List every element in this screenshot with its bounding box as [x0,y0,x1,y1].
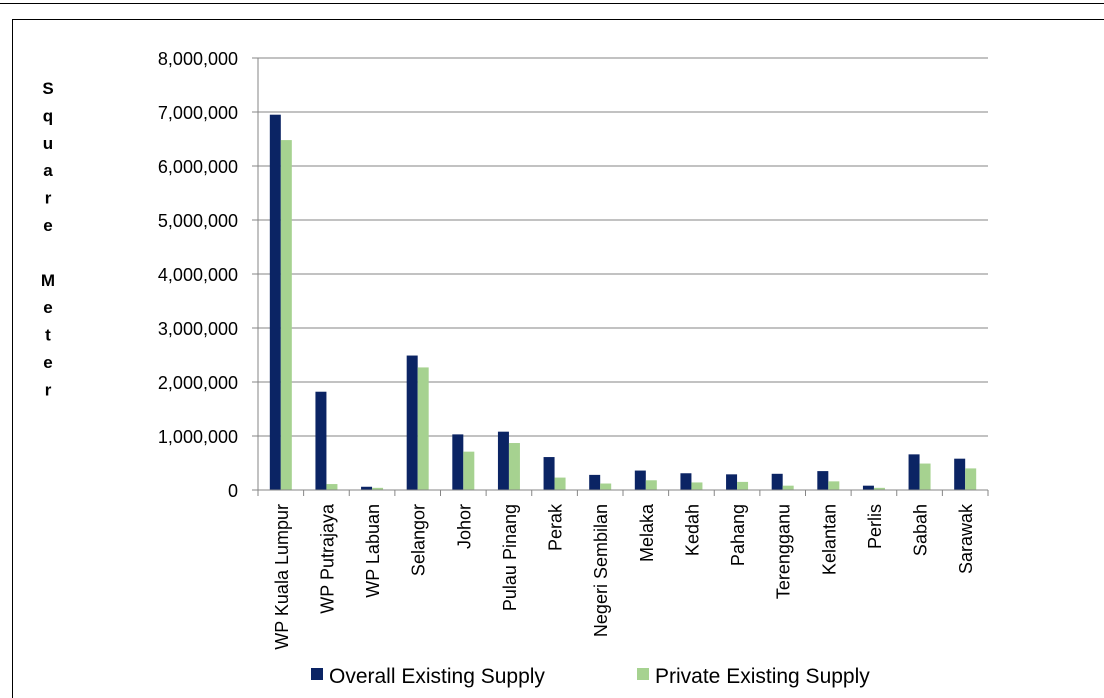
bar-overall [817,471,829,490]
bars [269,114,977,490]
bar-private [828,481,840,490]
y-tick-label: 2,000,000 [158,373,238,393]
y-tick-label: 0 [228,481,238,501]
top-rule [0,3,1104,4]
bar-private [280,140,292,490]
bar-overall [315,391,327,490]
bar-private [691,482,703,490]
bar-private [417,367,429,490]
bar-private [873,487,885,490]
legend-label-private: Private Existing Supply [655,665,870,688]
y-axis-label-letter: S [42,79,53,98]
bar-overall [680,473,692,490]
legend-swatch-private [637,668,649,680]
bar-overall [269,114,281,490]
x-category-label: Sarawak [956,503,976,574]
legend-swatch-overall [311,668,323,680]
y-tick-labels: 0 1,000,000 2,000,000 3,000,000 4,000,000 5,0… [158,49,238,501]
bar-private [326,484,338,490]
legend-label-overall: Overall Existing Supply [329,665,545,688]
y-tick-label: 7,000,000 [158,103,238,123]
y-tick-label: 1,000,000 [158,427,238,447]
bar-private [372,487,384,490]
bar-overall [452,434,464,490]
bar-overall [634,470,646,490]
bar-overall [543,457,555,490]
y-axis-label-letter: a [43,161,53,180]
y-tick-label: 3,000,000 [158,319,238,339]
bar-overall [908,454,920,490]
x-category-label: WP Labuan [363,504,383,598]
y-tick-label: 6,000,000 [158,157,238,177]
bar-private [554,477,566,490]
y-tick-label: 8,000,000 [158,49,238,69]
x-category-label: Pahang [728,504,748,566]
x-category-labels: WP Kuala Lumpur WP Putrajaya WP Labuan Sela… [272,503,976,650]
x-category-label: Perak [546,503,566,551]
x-category-label: Negeri Sembilan [591,504,611,637]
x-category-label: Melaka [637,503,657,562]
x-category-label: WP Kuala Lumpur [272,504,292,650]
bar-private [782,485,794,490]
y-axis-label-letter: q [43,106,53,125]
x-category-label: Perlis [865,504,885,549]
gridlines [252,57,988,491]
bar-overall [361,486,373,490]
bar-overall [954,458,966,490]
bar-overall [406,355,418,490]
bar-private [600,483,612,490]
x-category-label: Kelantan [819,504,839,575]
axes [257,58,989,496]
bar-private [508,443,520,490]
x-category-label: Johor [454,504,474,549]
bar-overall [497,431,509,490]
y-tick-label: 4,000,000 [158,265,238,285]
bar-private [965,468,977,490]
x-category-label: Pulau Pinang [500,504,520,611]
y-axis-label-letter: u [43,134,53,153]
y-axis-label-letter: t [45,326,51,345]
bar-private [919,463,931,490]
bar-overall [862,485,874,490]
bar-overall [589,474,601,490]
bar-private [463,451,475,490]
y-axis-label-letter: e [43,298,52,317]
x-category-label: Sabah [911,504,931,556]
x-category-label: Selangor [409,504,429,576]
chart-frame [12,19,1104,698]
legend: Overall Existing Supply Private Existing… [311,665,870,688]
y-axis-label-letter: r [45,380,52,399]
y-axis-label-letter: e [43,353,52,372]
y-axis-label-letter: r [45,189,52,208]
x-category-label: Terengganu [774,504,794,599]
bar-overall [726,474,738,490]
x-category-label: Kedah [682,504,702,556]
bar-private [737,481,749,490]
bar-private [645,480,657,490]
bar-overall [771,473,783,490]
x-category-label: WP Putrajaya [317,503,337,614]
y-axis-label-letter: M [41,271,55,290]
y-tick-label: 5,000,000 [158,211,238,231]
y-axis-label-letter: e [43,216,52,235]
